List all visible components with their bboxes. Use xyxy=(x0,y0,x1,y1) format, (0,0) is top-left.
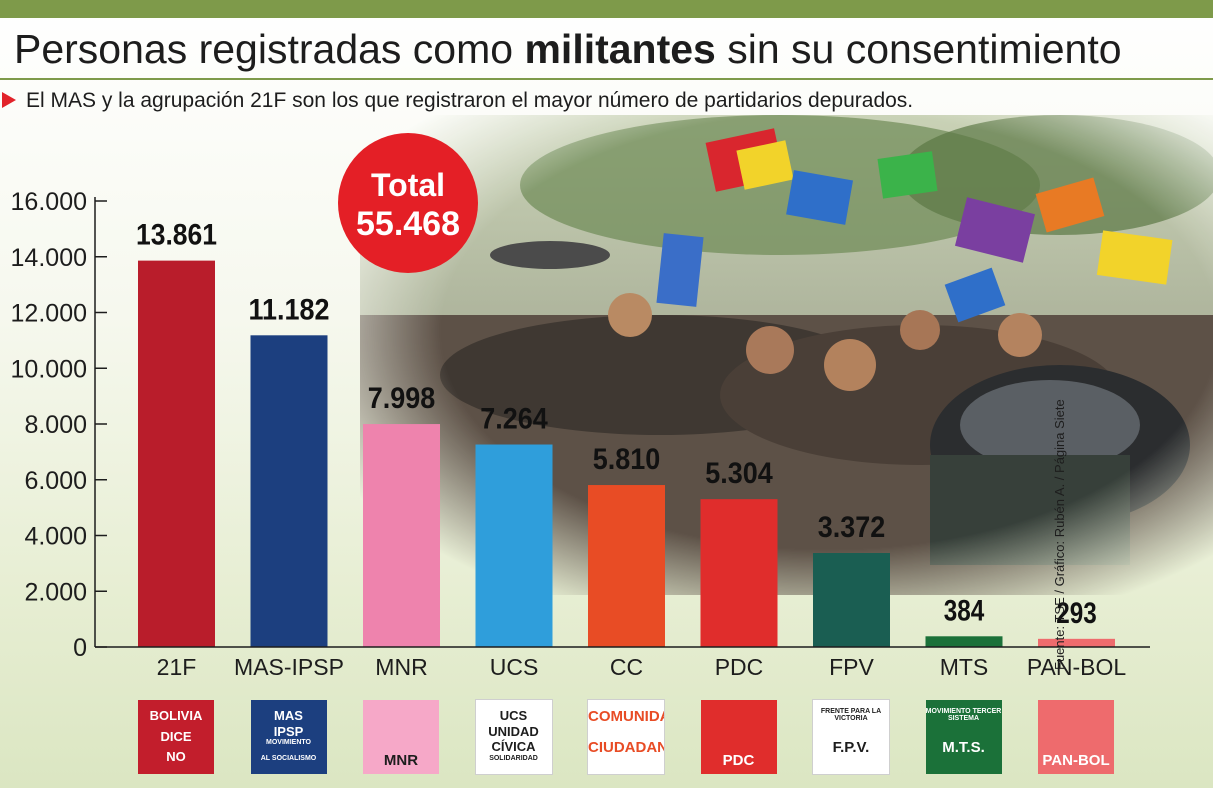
party-logo-text: FRENTE PARA LA VICTORIA xyxy=(820,708,882,722)
y-tick-label: 0 xyxy=(73,634,87,662)
party-logo-text: AL SOCIALISMO xyxy=(260,754,317,762)
page-title: Personas registradas como militantes sin… xyxy=(14,24,1204,74)
bar xyxy=(700,499,778,647)
y-tick-label: 8.000 xyxy=(24,411,87,439)
bar-value-label: 5.304 xyxy=(705,457,773,490)
bar xyxy=(475,444,553,647)
title-part-2: sin su consentimiento xyxy=(715,26,1122,72)
bar-value-label: 13.861 xyxy=(136,219,217,252)
y-tick-label: 10.000 xyxy=(11,355,87,383)
party-logo-text: MAS xyxy=(274,708,303,723)
party-logo-text: MOVIMIENTO TERCER SISTEMA xyxy=(925,708,1002,722)
party-logo-text: PAN-BOL xyxy=(1042,752,1110,769)
bar xyxy=(250,335,328,647)
source-credit: Fuente: TSE / Gráfico: Rubén A. / Página… xyxy=(1052,399,1067,670)
x-tick-label: CC xyxy=(610,654,643,680)
y-tick-label: 12.000 xyxy=(11,300,87,328)
x-tick-label: MNR xyxy=(375,654,427,680)
x-tick-label: FPV xyxy=(829,654,874,680)
party-logo: MAS IPSP MOVIMIENTO AL SOCIALISMO xyxy=(250,700,327,774)
party-logo-text: IPSP xyxy=(273,723,304,739)
bar-value-label: 11.182 xyxy=(249,293,330,326)
party-logo-text: CIUDADANA xyxy=(588,739,664,756)
bar xyxy=(363,424,440,647)
bullet-arrow-icon xyxy=(2,92,16,108)
party-logo-text: M.T.S. xyxy=(942,739,985,756)
title-part-1: Personas registradas como xyxy=(14,26,525,72)
total-badge: Total 55.468 xyxy=(338,133,478,273)
subtitle: El MAS y la agrupación 21F son los que r… xyxy=(26,89,914,112)
y-tick-label: 14.000 xyxy=(11,244,87,272)
total-label: Total xyxy=(370,167,446,203)
title-bold-word: militantes xyxy=(524,26,716,72)
top-accent-bar xyxy=(0,0,1213,18)
party-logo: PAN-BOL xyxy=(1038,700,1114,774)
title-rule xyxy=(0,78,1213,80)
party-logo-text: MNR xyxy=(383,752,419,769)
x-tick-label: MTS xyxy=(940,654,989,680)
bar xyxy=(1038,638,1115,647)
party-logo-text: COMUNIDAD xyxy=(588,708,664,725)
bar xyxy=(813,553,890,647)
party-logo: MOVIMIENTO TERCER SISTEMA M.T.S. xyxy=(925,700,1002,774)
party-logo-text: UNIDAD xyxy=(488,723,539,739)
bar-value-label: 7.264 xyxy=(480,403,548,436)
total-value: 55.468 xyxy=(356,205,460,243)
bar xyxy=(138,260,215,647)
party-logo-text: MOVIMIENTO xyxy=(266,739,311,746)
bar-value-label: 5.810 xyxy=(593,443,661,476)
y-tick-label: 2.000 xyxy=(24,578,87,606)
party-logo-text: F.P.V. xyxy=(832,739,870,756)
party-logo: FRENTE PARA LA VICTORIA F.P.V. xyxy=(812,699,890,775)
bar-value-label: 7.998 xyxy=(368,382,436,415)
x-tick-label: 21F xyxy=(157,654,197,680)
party-logo-text: BOLIVIA xyxy=(149,708,203,723)
party-logo: UCS UNIDAD CÍVICA SOLIDARIDAD xyxy=(474,699,553,775)
x-tick-label: PDC xyxy=(715,654,764,680)
x-tick-label: PAN-BOL xyxy=(1027,654,1126,680)
bar xyxy=(588,485,665,647)
party-logo: BOLIVIA DICE NO xyxy=(138,700,214,774)
y-tick-label: 4.000 xyxy=(24,523,87,551)
y-tick-label: 16.000 xyxy=(11,188,87,216)
y-tick-label: 6.000 xyxy=(24,467,87,495)
party-logo: PDC xyxy=(700,700,777,774)
bar xyxy=(925,636,1003,647)
party-logo-text: NO xyxy=(166,749,186,765)
bar-value-label: 293 xyxy=(1056,597,1097,630)
party-logo-text: PDC xyxy=(722,752,755,769)
bar-value-label: 384 xyxy=(944,594,985,627)
bar-value-label: 3.372 xyxy=(818,511,886,544)
party-logo-text: CÍVICA xyxy=(491,739,536,754)
x-tick-label: UCS xyxy=(490,654,539,680)
party-logo-text: UCS xyxy=(499,708,528,723)
party-logo-text: DICE xyxy=(160,728,192,744)
party-logo-text: SOLIDARIDAD xyxy=(489,754,538,762)
x-tick-label: MAS-IPSP xyxy=(234,654,344,680)
party-logo: COMUNIDAD CIUDADANA xyxy=(587,699,665,775)
party-logo: MNR xyxy=(363,700,439,774)
